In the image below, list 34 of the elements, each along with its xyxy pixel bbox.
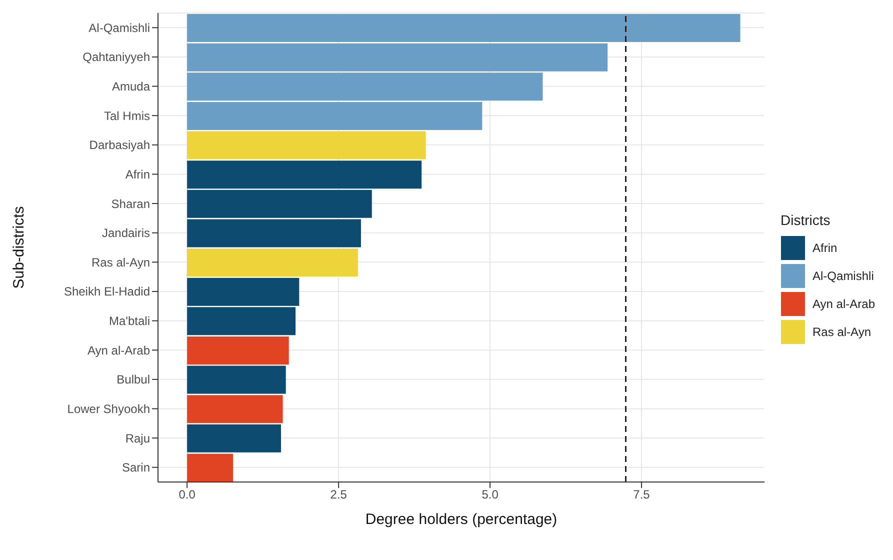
legend-label: Ras al-Ayn [812, 325, 871, 339]
x-tick-label: 5.0 [482, 488, 499, 502]
bar [187, 395, 283, 424]
bar [187, 336, 289, 364]
bar [187, 454, 234, 482]
bar [187, 131, 426, 160]
x-tick-label: 0.0 [178, 488, 196, 502]
y-tick-label: Qahtaniyyeh [82, 50, 150, 64]
legend-label: Ayn al-Arab [812, 297, 875, 311]
x-axis-title: Degree holders (percentage) [365, 511, 558, 528]
y-tick-label: Sheikh El-Hadid [64, 284, 150, 299]
y-tick-label: Sharan [111, 196, 150, 211]
y-axis-title: Sub-districts [10, 206, 28, 289]
legend-label: Afrin [812, 241, 838, 255]
y-tick-label: Darbasiyah [89, 138, 150, 152]
y-tick-label: Sarin [122, 460, 150, 475]
bar [187, 248, 358, 276]
y-tick-label: Bulbul [116, 372, 150, 387]
y-tick-label: Al-Qamishli [88, 20, 150, 35]
legend-title: Districts [780, 212, 832, 228]
x-tick-label: 2.5 [330, 488, 348, 502]
y-tick-label: Ras al-Ayn [92, 255, 150, 270]
y-tick-label: Tal Hmis [104, 108, 150, 123]
y-tick-label: Ayn al-Arab [88, 343, 150, 358]
y-tick-label: Amuda [112, 80, 150, 94]
x-tick-label: 7.5 [633, 488, 650, 502]
y-tick-label: Raju [125, 431, 150, 446]
y-tick-label: Afrin [125, 167, 150, 182]
y-tick-label: Ma'btali [109, 314, 150, 328]
bar [187, 424, 281, 452]
bar [187, 366, 286, 394]
legend-label: Al-Qamishli [812, 269, 874, 283]
y-tick-label: Lower Shyookh [67, 402, 150, 416]
y-tick-label: Jandairis [102, 226, 150, 240]
